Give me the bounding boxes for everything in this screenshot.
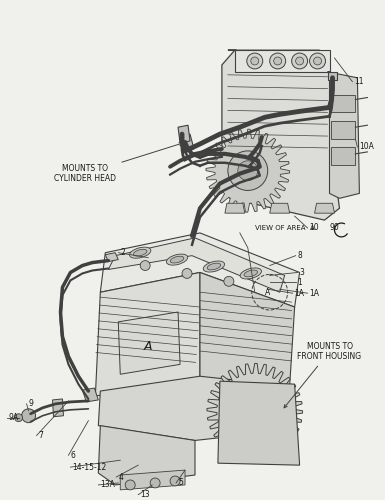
Polygon shape: [95, 272, 200, 396]
Ellipse shape: [134, 250, 147, 256]
Polygon shape: [98, 376, 290, 440]
Circle shape: [296, 57, 304, 65]
Ellipse shape: [129, 247, 151, 258]
Bar: [331, 147, 355, 164]
Circle shape: [224, 276, 234, 286]
Text: 10: 10: [310, 224, 319, 232]
Circle shape: [170, 476, 180, 486]
Polygon shape: [222, 50, 340, 220]
Ellipse shape: [207, 263, 221, 270]
Circle shape: [238, 161, 258, 180]
Circle shape: [150, 478, 160, 488]
Circle shape: [310, 53, 326, 69]
Text: 90: 90: [330, 223, 339, 232]
Text: 10A: 10A: [359, 142, 374, 152]
Circle shape: [231, 387, 279, 434]
Text: 2: 2: [120, 248, 125, 257]
Polygon shape: [82, 388, 98, 402]
Circle shape: [274, 57, 282, 65]
Circle shape: [125, 480, 135, 490]
Ellipse shape: [203, 261, 224, 272]
Text: 14-15-12: 14-15-12: [72, 462, 107, 471]
Text: 9A: 9A: [9, 413, 19, 422]
Ellipse shape: [170, 256, 184, 263]
Circle shape: [241, 397, 269, 424]
Polygon shape: [178, 125, 190, 143]
Polygon shape: [118, 312, 180, 374]
Polygon shape: [105, 252, 118, 262]
Polygon shape: [328, 72, 359, 198]
Text: MOUNTS TO
CYLINDER HEAD: MOUNTS TO CYLINDER HEAD: [54, 142, 182, 184]
Bar: [331, 122, 355, 139]
Text: 6: 6: [70, 451, 75, 460]
Ellipse shape: [166, 254, 188, 265]
Polygon shape: [235, 50, 330, 72]
Text: 1A: 1A: [295, 288, 305, 298]
Text: A: A: [144, 340, 152, 353]
Circle shape: [182, 268, 192, 278]
Ellipse shape: [240, 268, 261, 279]
Circle shape: [22, 409, 35, 422]
Polygon shape: [182, 134, 194, 152]
Polygon shape: [315, 204, 335, 213]
Text: 13A: 13A: [100, 480, 115, 490]
Circle shape: [228, 151, 268, 190]
Polygon shape: [328, 72, 338, 80]
Text: 7: 7: [38, 431, 44, 440]
Text: 9: 9: [28, 400, 33, 408]
Text: 1: 1: [298, 278, 302, 287]
Polygon shape: [108, 238, 285, 292]
Polygon shape: [206, 129, 290, 212]
Circle shape: [251, 57, 259, 65]
Circle shape: [140, 260, 150, 270]
Bar: [331, 94, 355, 112]
Text: 13: 13: [140, 490, 150, 500]
Polygon shape: [100, 233, 300, 307]
Polygon shape: [270, 204, 290, 213]
Text: VIEW OF AREA  A: VIEW OF AREA A: [255, 225, 315, 231]
Polygon shape: [225, 204, 245, 213]
Text: 5: 5: [178, 478, 183, 488]
Polygon shape: [218, 381, 300, 465]
Polygon shape: [52, 399, 64, 416]
Circle shape: [15, 414, 23, 422]
Text: 1A: 1A: [310, 288, 320, 298]
Circle shape: [249, 405, 261, 416]
Text: 3: 3: [300, 268, 305, 277]
Circle shape: [313, 57, 321, 65]
Text: 11: 11: [355, 77, 364, 86]
Circle shape: [247, 53, 263, 69]
Polygon shape: [259, 129, 270, 148]
Text: 4: 4: [118, 472, 123, 482]
Circle shape: [292, 53, 308, 69]
Polygon shape: [98, 426, 195, 485]
Ellipse shape: [244, 270, 258, 277]
Polygon shape: [200, 272, 295, 386]
Polygon shape: [207, 364, 303, 458]
Circle shape: [270, 53, 286, 69]
Polygon shape: [120, 470, 185, 490]
Polygon shape: [228, 50, 328, 70]
Text: MOUNTS TO
FRONT HOUSING: MOUNTS TO FRONT HOUSING: [284, 342, 362, 408]
Text: A: A: [265, 288, 270, 296]
Text: 8: 8: [298, 251, 302, 260]
